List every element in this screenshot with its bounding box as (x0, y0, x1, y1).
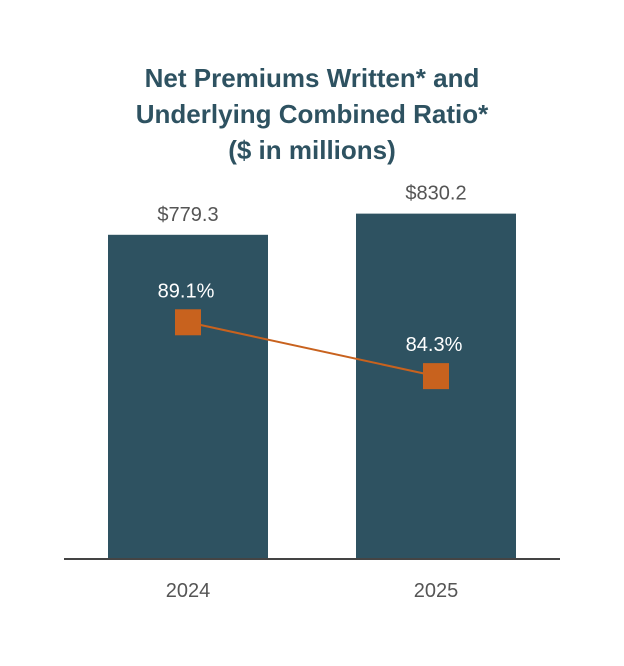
chart-title: Net Premiums Written* and Underlying Com… (0, 60, 624, 168)
combined-ratio-label-2025: 84.3% (406, 334, 463, 356)
chart-title-line-3: ($ in millions) (228, 135, 396, 165)
chart-title-line-1: Net Premiums Written* and (144, 63, 480, 93)
combined-ratio-marker-2025 (423, 363, 449, 390)
chart-title-line-2: Underlying Combined Ratio* (135, 99, 489, 129)
combined-ratio-marker-2024 (175, 309, 201, 336)
combined-ratio-line (187, 321, 437, 378)
bar-value-label-2024: $779.3 (157, 204, 218, 226)
x-tick-label-2024: 2024 (166, 580, 211, 602)
combined-ratio-label-2024: 89.1% (158, 280, 215, 302)
x-tick-label-2025: 2025 (414, 580, 459, 602)
bar-2024 (108, 234, 268, 559)
bar-value-label-2025: $830.2 (405, 183, 466, 205)
